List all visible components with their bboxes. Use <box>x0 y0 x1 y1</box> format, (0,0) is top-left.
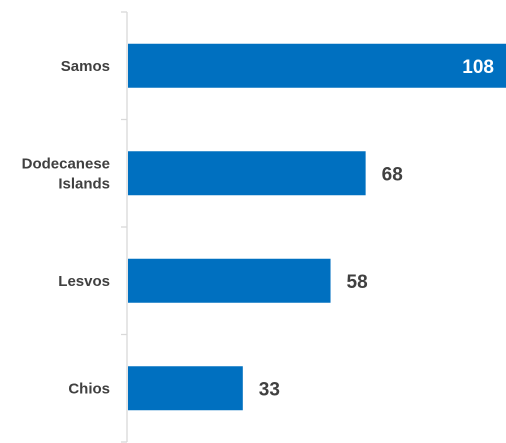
category-label: Lesvos <box>58 273 110 290</box>
bar-samos <box>128 43 506 88</box>
value-label: 108 <box>462 57 494 78</box>
value-labels: 108 68 58 33 <box>259 57 494 401</box>
bar-chios <box>128 366 243 411</box>
value-label: 33 <box>259 379 280 400</box>
category-label: Dodecanese Islands <box>22 155 110 192</box>
category-labels: Samos Dodecanese Islands Lesvos Chios <box>22 58 110 398</box>
bar-lesvos <box>128 258 331 303</box>
value-label: 58 <box>347 272 368 293</box>
category-label: Chios <box>68 380 110 397</box>
category-label: Samos <box>61 58 110 75</box>
value-label: 68 <box>382 164 403 185</box>
axis-ticks <box>121 11 127 443</box>
bars <box>128 43 506 411</box>
bar-dodecanese-islands <box>128 151 366 196</box>
